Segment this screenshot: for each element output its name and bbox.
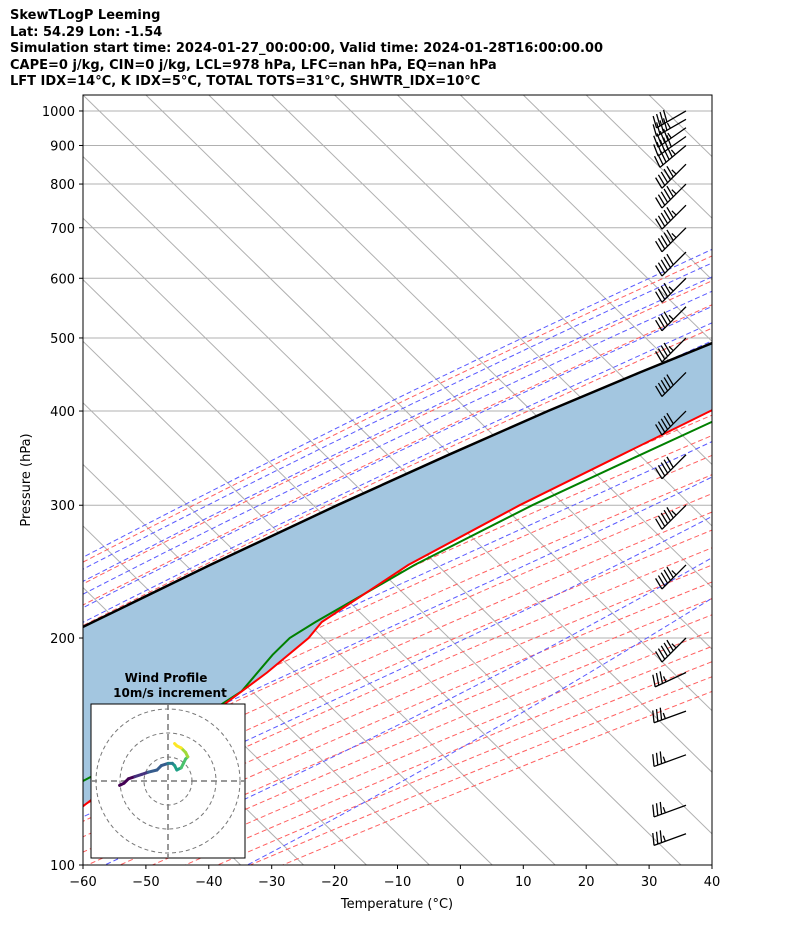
dry-adiabat <box>83 280 712 585</box>
wind-barb <box>652 751 687 768</box>
isotherm-line <box>775 95 794 865</box>
x-tick-label: −20 <box>321 875 348 890</box>
cape-line: CAPE=0 j/kg, CIN=0 j/kg, LCL=978 hPa, LF… <box>10 57 497 73</box>
isotherm-line <box>83 279 682 865</box>
time-line: Simulation start time: 2024-01-27_00:00:… <box>10 41 603 56</box>
moist-adiabat <box>83 476 712 772</box>
wind-barb <box>655 410 687 436</box>
x-tick-label: −10 <box>384 875 411 890</box>
x-tick-label: −50 <box>132 875 159 890</box>
wind-barb <box>653 127 687 148</box>
location-line: Lat: 54.29 Lon: -1.54 <box>10 24 163 40</box>
y-tick-label: 300 <box>50 499 75 514</box>
x-tick-label: −40 <box>195 875 222 890</box>
isotherm-line <box>83 217 712 835</box>
wind-barb <box>653 144 687 168</box>
wind-barb <box>652 707 687 724</box>
x-tick-label: −60 <box>69 875 96 890</box>
y-axis-label: Pressure (hPa) <box>19 433 34 526</box>
parcel-line <box>83 341 712 629</box>
isotherm-line <box>711 95 712 96</box>
wind-barb <box>655 251 687 277</box>
x-tick-label: 40 <box>704 875 721 890</box>
y-axis-ticks: 1000 900 800 700 600 500 400 300 200 100 <box>42 105 83 874</box>
wind-barb <box>655 227 687 253</box>
y-tick-label: 700 <box>50 222 75 237</box>
x-tick-label: 20 <box>578 875 595 890</box>
wind-barb <box>655 564 687 590</box>
hodograph-rings <box>91 704 245 858</box>
isotherm-line <box>208 95 712 589</box>
moist-adiabat <box>83 248 712 558</box>
wind-barb <box>655 372 687 397</box>
wind-barb <box>652 671 687 688</box>
wind-barb <box>655 337 687 363</box>
cape-area <box>83 343 712 807</box>
wind-barb <box>655 163 687 189</box>
hodograph-trace <box>118 742 190 787</box>
y-tick-label: 100 <box>50 859 75 874</box>
wind-barb <box>655 306 687 332</box>
moist-adiabat <box>83 276 712 582</box>
isotherm-line <box>397 95 712 404</box>
isotherm-line <box>522 95 712 281</box>
y-tick-label: 1000 <box>42 105 75 120</box>
wind-barb <box>652 830 687 847</box>
isotherm-line <box>585 95 712 219</box>
wind-barb <box>655 277 687 303</box>
temperature-line <box>83 409 712 808</box>
y-tick-label: 900 <box>50 139 75 154</box>
hodograph-segment <box>173 742 179 748</box>
x-axis-ticks: −60 −50 −40 −30 −20 −10 0 10 20 30 40 <box>69 865 720 890</box>
dry-adiabat <box>83 304 712 606</box>
moist-adiabat <box>83 515 712 818</box>
isotherm-line <box>83 402 556 865</box>
isotherm-line <box>83 463 493 865</box>
hodograph-segment <box>146 768 159 774</box>
y-tick-label: 600 <box>50 272 75 287</box>
moist-adiabat <box>83 322 712 623</box>
x-tick-label: −30 <box>258 875 285 890</box>
y-tick-label: 800 <box>50 178 75 193</box>
hodograph-subtitle: 10m/s increment <box>113 686 227 700</box>
wind-barb <box>652 801 687 818</box>
y-tick-label: 200 <box>50 632 75 647</box>
wind-barb <box>655 637 687 663</box>
isotherm-line <box>83 525 430 865</box>
chart-header: SkewTLogP Leeming Lat: 54.29 Lon: -1.54 … <box>10 8 603 91</box>
wind-barb <box>655 504 687 530</box>
x-axis-label: Temperature (°C) <box>340 897 453 912</box>
moist-adiabat <box>83 290 712 595</box>
indices-line: LFT IDX=14°C, K IDX=5°C, TOTAL TOTS=31°C… <box>10 74 481 89</box>
wind-barb <box>655 183 687 209</box>
chart-title: SkewTLogP Leeming <box>10 8 161 23</box>
isotherm-line <box>460 95 712 342</box>
isotherm-line <box>334 95 712 466</box>
dry-adiabat <box>83 529 712 806</box>
hodograph-inset: Wind Profile 10m/s increment <box>90 671 246 859</box>
y-tick-label: 400 <box>50 405 75 420</box>
x-tick-label: 30 <box>641 875 658 890</box>
dry-adiabat <box>83 255 712 563</box>
wind-barbs <box>652 109 687 847</box>
dry-adiabat <box>83 493 712 774</box>
y-tick-label: 500 <box>50 332 75 347</box>
moist-adiabat <box>83 305 712 609</box>
wind-barb <box>655 204 687 230</box>
isotherm-line <box>271 95 712 527</box>
hodograph-title: Wind Profile <box>125 671 208 685</box>
x-tick-label: 0 <box>456 875 464 890</box>
cape-shading <box>83 343 712 807</box>
moist-adiabat <box>83 262 712 570</box>
x-tick-label: 10 <box>515 875 532 890</box>
moist-adiabat <box>83 441 712 734</box>
isotherm-line <box>648 95 712 158</box>
wind-barb <box>655 454 687 480</box>
dry-adiabat <box>83 454 712 739</box>
